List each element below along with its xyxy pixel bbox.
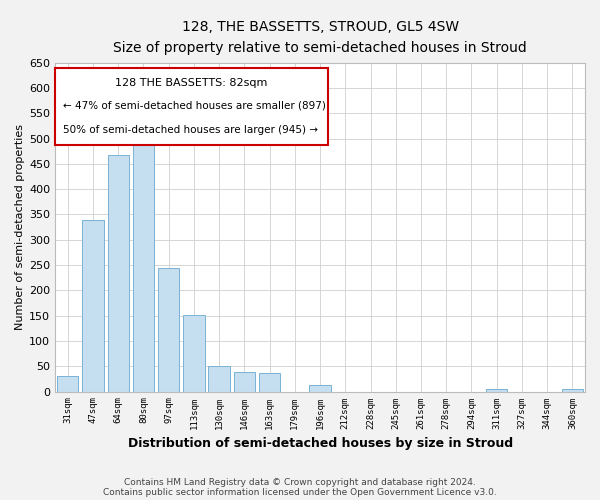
X-axis label: Distribution of semi-detached houses by size in Stroud: Distribution of semi-detached houses by … xyxy=(128,437,512,450)
Title: 128, THE BASSETTS, STROUD, GL5 4SW
Size of property relative to semi-detached ho: 128, THE BASSETTS, STROUD, GL5 4SW Size … xyxy=(113,20,527,54)
Bar xyxy=(183,315,205,392)
Text: Contains public sector information licensed under the Open Government Licence v3: Contains public sector information licen… xyxy=(103,488,497,497)
Bar xyxy=(133,121,154,392)
Bar xyxy=(57,376,79,392)
Bar xyxy=(107,156,129,392)
Bar xyxy=(562,389,583,392)
Bar xyxy=(233,372,255,392)
Bar xyxy=(259,373,280,392)
Text: 50% of semi-detached houses are larger (945) →: 50% of semi-detached houses are larger (… xyxy=(63,125,318,135)
Bar xyxy=(158,268,179,392)
Text: 128 THE BASSETTS: 82sqm: 128 THE BASSETTS: 82sqm xyxy=(115,78,268,88)
Bar xyxy=(208,366,230,392)
Bar xyxy=(486,389,508,392)
Text: Contains HM Land Registry data © Crown copyright and database right 2024.: Contains HM Land Registry data © Crown c… xyxy=(124,478,476,487)
Bar xyxy=(82,220,104,392)
FancyBboxPatch shape xyxy=(55,68,328,145)
Y-axis label: Number of semi-detached properties: Number of semi-detached properties xyxy=(15,124,25,330)
Text: ← 47% of semi-detached houses are smaller (897): ← 47% of semi-detached houses are smalle… xyxy=(63,100,326,110)
Bar xyxy=(310,386,331,392)
